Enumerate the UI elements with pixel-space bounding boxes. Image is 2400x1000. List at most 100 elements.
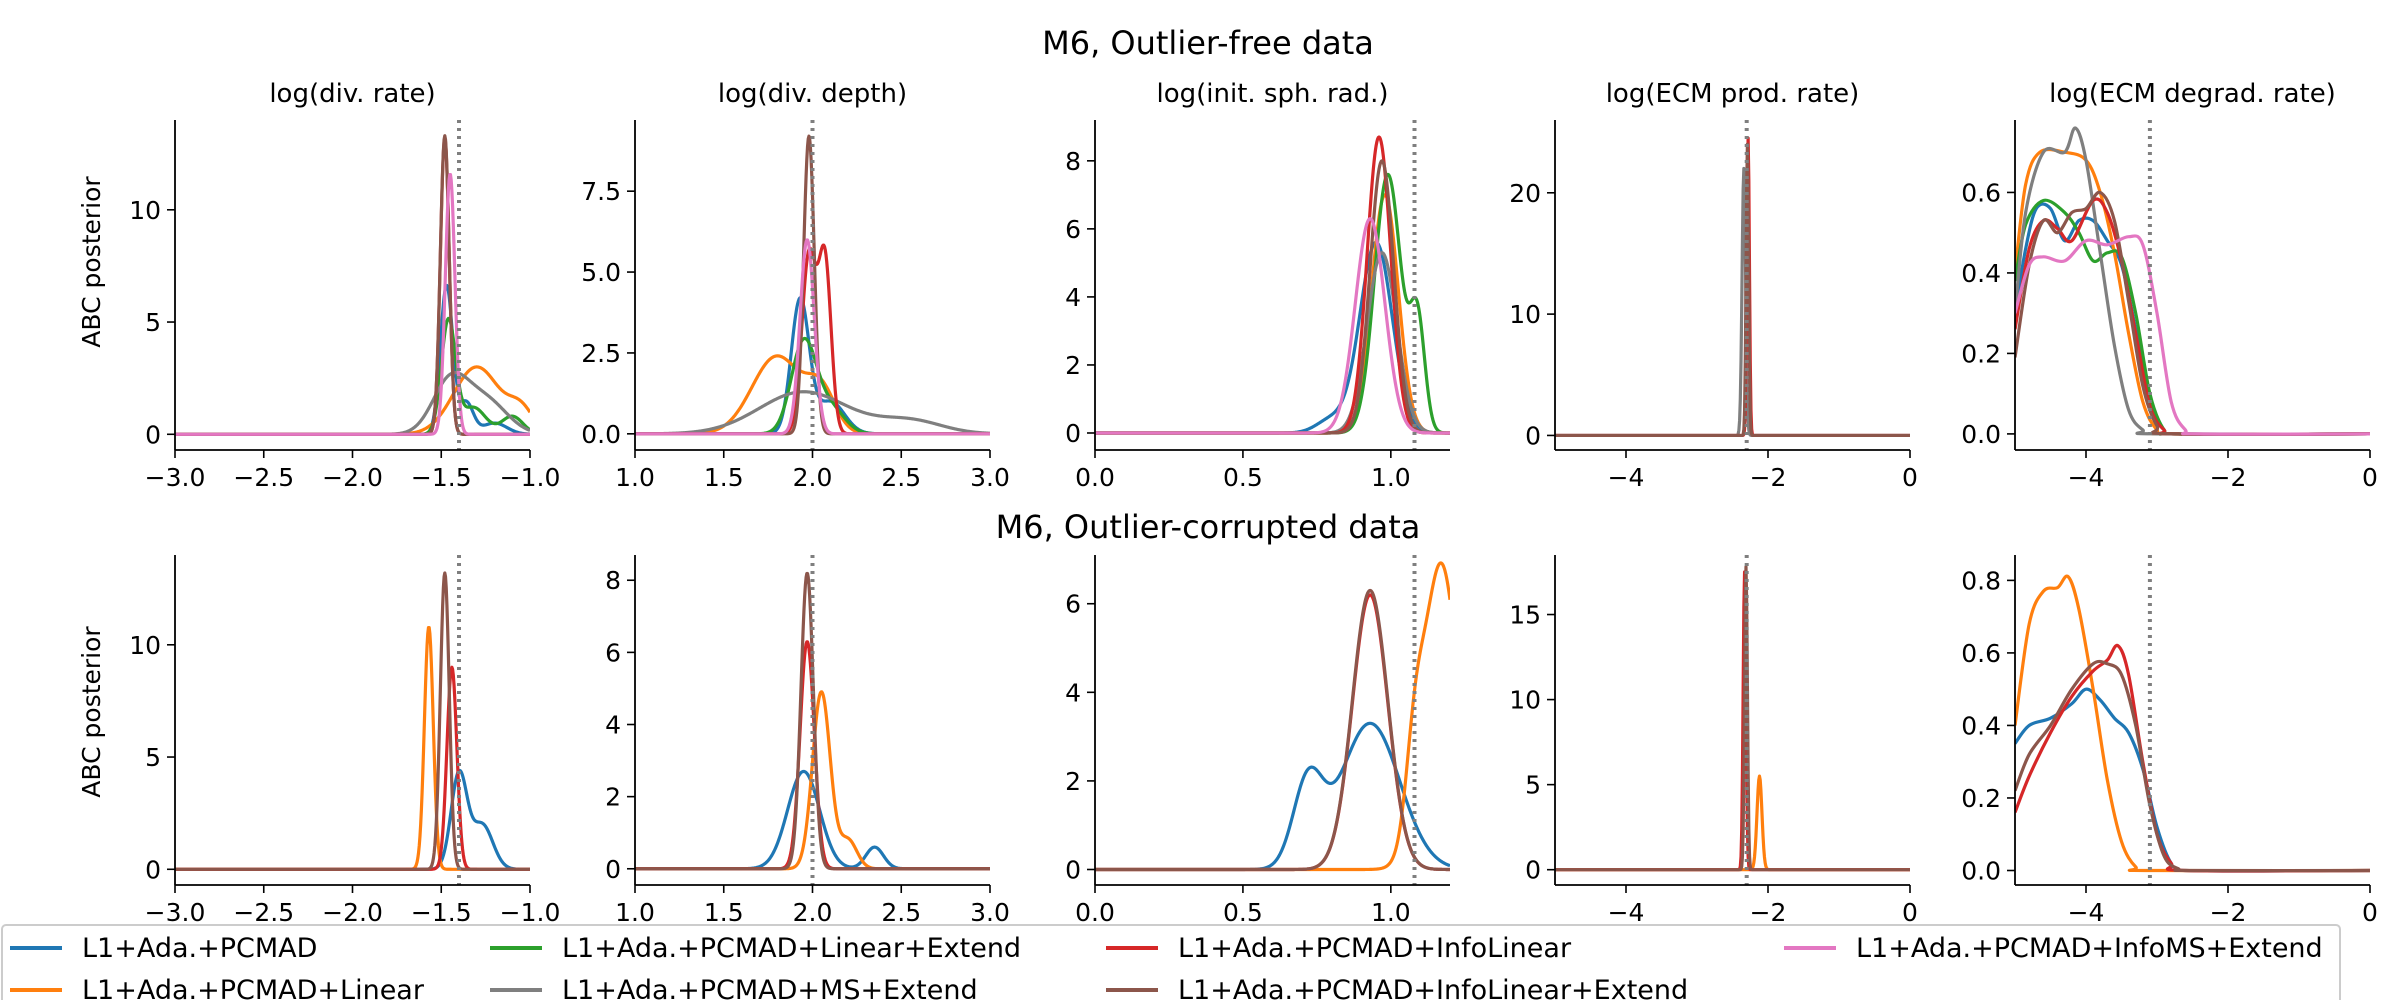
y-tick-label: 5 (145, 308, 161, 337)
y-tick-label: 10 (1509, 686, 1541, 715)
plot-area (1095, 135, 1450, 435)
x-tick-label: 2.0 (793, 463, 833, 492)
y-tick-label: 4 (605, 711, 621, 740)
series-line (2015, 659, 2370, 873)
series-line (1555, 565, 1910, 872)
x-tick-label: −4 (1608, 898, 1645, 927)
row-title-1: M6, Outlier-corrupted data (996, 508, 1421, 546)
y-tick-label: 7.5 (581, 177, 621, 206)
y-tick-label: 0.0 (1961, 420, 2001, 449)
series-line (2015, 190, 2370, 437)
series-line (2015, 574, 2370, 873)
plot-area (2015, 126, 2370, 437)
y-tick-label: 2 (605, 783, 621, 812)
series-line (2015, 198, 2370, 436)
x-tick-label: 2.5 (881, 898, 921, 927)
series-line (2015, 147, 2370, 436)
y-tick-label: 0 (1525, 856, 1541, 885)
x-tick-label: 1.0 (615, 463, 655, 492)
series-line (175, 370, 530, 436)
series-line (175, 283, 530, 436)
series-line (175, 136, 530, 436)
legend-label: L1+Ada.+PCMAD+InfoLinear (1178, 933, 1572, 964)
y-tick-label: 0 (145, 420, 161, 449)
subplot-title: log(ECM prod. rate) (1606, 79, 1860, 109)
subplot: 0.0 0.5 1.0 0 2 4 6 (1065, 555, 1450, 927)
x-tick-label: 0 (2362, 898, 2378, 927)
series-line (1095, 588, 1450, 872)
legend-item: L1+Ada.+PCMAD (10, 933, 317, 964)
series-line (1555, 142, 1910, 438)
x-tick-label: 2.5 (881, 463, 921, 492)
series-line (635, 390, 990, 436)
series-line (1555, 570, 1910, 872)
series-line (635, 238, 990, 436)
y-tick-label: 0 (1525, 421, 1541, 450)
row-title-0: M6, Outlier-free data (1042, 24, 1374, 62)
y-tick-label: 8 (1065, 147, 1081, 176)
y-tick-label: 8 (605, 566, 621, 595)
series-line (1095, 593, 1450, 872)
y-tick-label: 20 (1509, 179, 1541, 208)
legend-label: L1+Ada.+PCMAD+Linear+Extend (562, 933, 1021, 964)
legend-label: L1+Ada.+PCMAD+Linear (82, 975, 425, 1000)
y-tick-label: 0.0 (1961, 856, 2001, 885)
x-tick-label: 3.0 (970, 463, 1010, 492)
legend-label: L1+Ada.+PCMAD (82, 933, 317, 964)
y-tick-label: 0 (1065, 419, 1081, 448)
plot-area (635, 571, 990, 871)
legend-item: L1+Ada.+PCMAD+InfoMS+Extend (1784, 933, 2323, 964)
x-tick-label: 1.5 (704, 463, 744, 492)
series-line (175, 768, 530, 871)
legend-label: L1+Ada.+PCMAD+InfoLinear+Extend (1178, 975, 1688, 1000)
subplot: log(ECM degrad. rate) −4 −2 0 0.0 0.2 0.4 0.6 (1961, 79, 2378, 492)
x-tick-label: −2.0 (322, 898, 383, 927)
y-tick-label: 0 (1065, 855, 1081, 884)
subplot: −3.0 −2.5 −2.0 −1.5 −1.0 0 5 10 (129, 555, 560, 927)
subplot: log(ECM prod. rate) −4 −2 0 0 10 20 (1509, 79, 1918, 492)
ylabel-row-1: ABC posterior (77, 626, 106, 798)
series-line (635, 296, 990, 436)
x-tick-label: −4 (1608, 463, 1645, 492)
x-tick-label: 0.0 (1075, 463, 1115, 492)
y-tick-label: 6 (605, 638, 621, 667)
series-line (1095, 561, 1450, 872)
x-tick-label: −2.5 (233, 463, 294, 492)
subplot-title: log(div. rate) (269, 79, 435, 109)
y-tick-label: 10 (129, 196, 161, 225)
series-line (175, 571, 530, 871)
plot-area (175, 571, 530, 871)
x-tick-label: −2.0 (322, 463, 383, 492)
subplot: log(div. depth) 1.0 1.5 2.0 2.5 3.0 0.0 2.5 5.0 7… (581, 79, 1010, 492)
series-line (175, 665, 530, 871)
legend-item: L1+Ada.+PCMAD+Linear (10, 975, 425, 1000)
y-tick-label: 0.6 (1961, 639, 2001, 668)
legend-item: L1+Ada.+PCMAD+InfoLinear+Extend (1106, 975, 1688, 1000)
y-tick-label: 0 (605, 855, 621, 884)
subplot: −4 −2 0 0 5 10 15 (1509, 555, 1918, 927)
series-line (1555, 136, 1910, 438)
x-tick-label: 1.5 (704, 898, 744, 927)
x-tick-label: 1.0 (1371, 463, 1411, 492)
x-tick-label: 0 (1902, 898, 1918, 927)
y-tick-label: 15 (1509, 601, 1541, 630)
subplot: −4 −2 0 0.0 0.2 0.4 0.6 0.8 (1961, 555, 2378, 927)
x-tick-label: −2 (2210, 463, 2247, 492)
y-tick-label: 6 (1065, 215, 1081, 244)
series-line (1095, 217, 1450, 435)
series-line (2015, 687, 2370, 873)
legend-frame (1, 924, 2341, 1000)
plot-area (175, 134, 530, 436)
plot-area (2015, 574, 2370, 873)
y-tick-label: 2.5 (581, 339, 621, 368)
x-tick-label: 3.0 (970, 898, 1010, 927)
legend: L1+Ada.+PCMAD L1+Ada.+PCMAD+Linear L1+Ad… (1, 924, 2341, 1000)
x-tick-label: 1.0 (615, 898, 655, 927)
subplot: log(init. sph. rad.) 0.0 0.5 1.0 0 2 4 6 8 (1065, 79, 1450, 492)
x-tick-label: 2.0 (793, 898, 833, 927)
legend-item: L1+Ada.+PCMAD+InfoLinear (1106, 933, 1572, 964)
plot-area (1555, 565, 1910, 872)
y-tick-label: 2 (1065, 767, 1081, 796)
